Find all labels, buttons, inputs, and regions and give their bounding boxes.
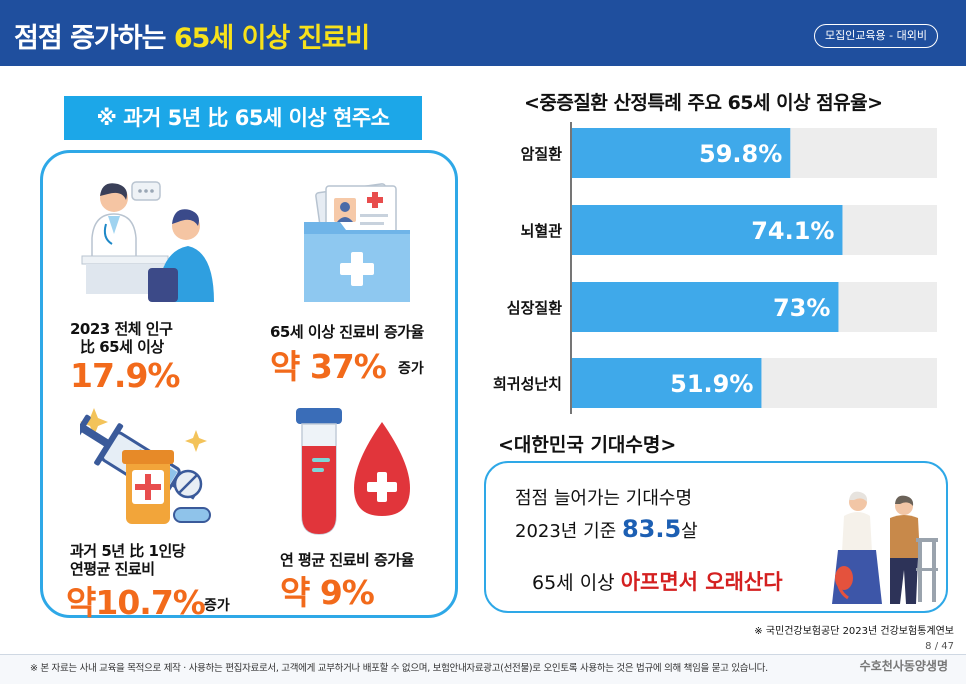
stat1-label-line1: 2023 전체 인구 xyxy=(70,320,173,338)
elderly-couple-icon xyxy=(832,491,938,604)
chart-title: <중증질환 산정특례 주요 65세 이상 점유율> xyxy=(524,92,883,114)
share-bar-chart: 59.8% 암질환 74.1% 뇌혈관 73% 심장질환 51.9% 희귀성난치 xyxy=(493,122,937,414)
doctor-consultation-icon xyxy=(81,181,214,302)
category-label: 심장질환 xyxy=(507,299,562,317)
stat4-label: 연 평균 진료비 증가율 xyxy=(280,551,414,569)
blood-test-icon xyxy=(296,408,410,535)
syringe-pills-icon xyxy=(80,408,211,524)
stat1-value: 17.9% xyxy=(70,356,180,395)
life-line3: 65세 이상 아프면서 오래산다 xyxy=(532,566,783,596)
bar-value-label: 74.1% xyxy=(751,217,834,245)
bar-2 xyxy=(572,205,843,255)
header-bar: 점점 증가하는 65세 이상 진료비 모집인교육용 - 대외비 xyxy=(0,0,966,66)
source-note: ※ 국민건강보험공단 2023년 건강보험통계연보 xyxy=(754,626,954,637)
page-number: 8 / 47 xyxy=(925,641,954,652)
bar-value-label: 73% xyxy=(773,294,830,322)
life-line2: 2023년 기준 83.5살 xyxy=(515,515,698,543)
life-line3-prefix: 65세 이상 xyxy=(532,572,621,594)
confidential-badge: 모집인교육용 - 대외비 xyxy=(813,24,938,48)
stat3-suffix: 증가 xyxy=(204,598,230,614)
stat2-label: 65세 이상 진료비 증가율 xyxy=(270,323,424,341)
life-expectancy-title: <대한민국 기대수명> xyxy=(498,434,677,456)
category-label: 암질환 xyxy=(521,145,563,163)
stat3-value: 약10.7% xyxy=(66,583,206,622)
life-line1: 점점 늘어가는 기대수명 xyxy=(515,488,693,509)
life-expectancy-value: 83.5 xyxy=(621,515,682,543)
footer-bar xyxy=(0,654,966,684)
bar-value-label: 59.8% xyxy=(699,140,782,168)
stat2-value: 약 37% xyxy=(270,347,387,386)
stat1-label-line2: 比 65세 이상 xyxy=(80,338,164,356)
title-prefix: 점점 증가하는 xyxy=(14,23,174,54)
life-line2-prefix: 2023년 기준 xyxy=(515,521,622,542)
bar-4 xyxy=(572,358,762,408)
title-highlight: 65세 이상 진료비 xyxy=(173,23,370,54)
section-subtitle: ※ 과거 5년 比 65세 이상 현주소 xyxy=(64,96,422,140)
stat3-label-line2: 연평균 진료비 xyxy=(70,560,155,578)
bar-1 xyxy=(572,128,791,178)
stat3-label-line1: 과거 5년 比 1인당 xyxy=(70,542,186,560)
bar-3 xyxy=(572,282,839,332)
company-logo-text: 수호천사동양생명 xyxy=(859,659,948,673)
footer-disclaimer: ※ 본 자료는 사내 교육을 목적으로 제작 · 사용하는 편집자료로서, 고객… xyxy=(30,663,768,674)
stat4-value: 약 9% xyxy=(280,573,375,612)
category-label: 희귀성난치 xyxy=(493,375,562,393)
life-line3-highlight: 아프면서 오래산다 xyxy=(620,570,783,594)
bar-value-label: 51.9% xyxy=(670,370,753,398)
page-title: 점점 증가하는 65세 이상 진료비 xyxy=(14,16,370,55)
category-label: 뇌혈관 xyxy=(521,222,563,240)
medical-folder-icon xyxy=(304,183,410,302)
stat2-suffix: 증가 xyxy=(398,361,424,377)
life-line2-suffix: 살 xyxy=(681,521,698,542)
